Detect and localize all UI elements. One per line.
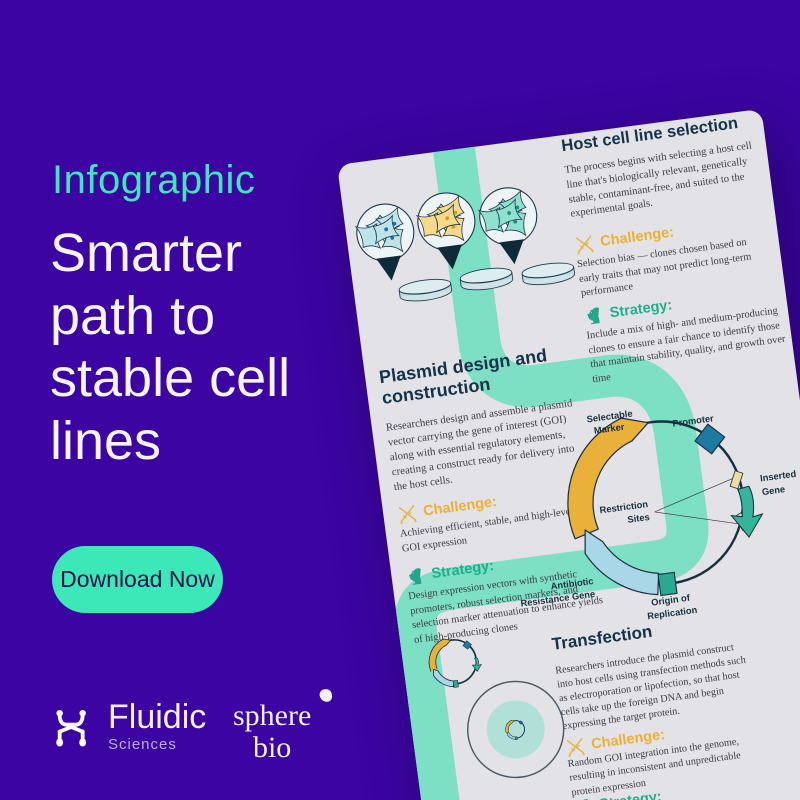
- svg-text:Sites: Sites: [627, 512, 650, 525]
